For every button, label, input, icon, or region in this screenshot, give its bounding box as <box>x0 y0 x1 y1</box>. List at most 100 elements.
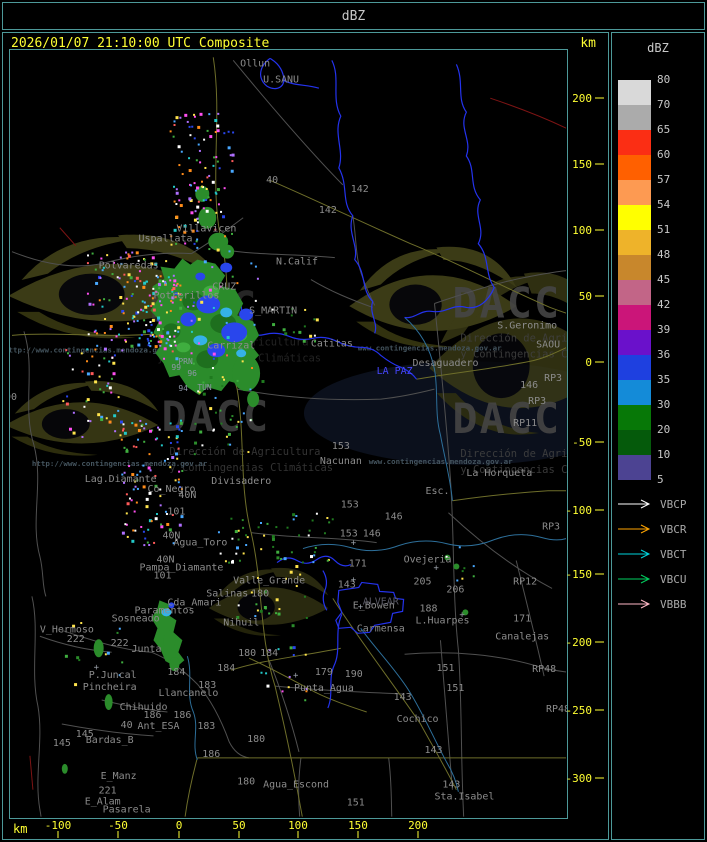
vector-legend: VBCP VBCR VBCT VBCU VBBB <box>616 496 704 656</box>
map-place-label: 184 <box>217 663 235 674</box>
map-place-label: 180 <box>247 734 265 745</box>
dbz-scale-label: 5 <box>657 473 664 486</box>
dbz-scale-label: 10 <box>657 448 671 461</box>
station-plus-mark: + <box>459 610 464 620</box>
map-place-label: 143 <box>442 780 460 791</box>
svg-text:Dirección de Agricultura: Dirección de Agricultura <box>169 446 320 458</box>
svg-text:-250: -250 <box>566 704 593 717</box>
map-place-label: 171 <box>349 559 367 570</box>
vector-legend-label: VBBB <box>660 597 687 611</box>
dbz-scale-block <box>618 380 651 405</box>
map-place-label: TUN <box>197 383 212 392</box>
svg-text:y Contingencias Climáticas: y Contingencias Climáticas <box>460 464 568 476</box>
map-place-label: 40N <box>178 490 196 501</box>
dbz-color-scale <box>618 80 651 480</box>
svg-text:-150: -150 <box>566 568 593 581</box>
svg-text:150: 150 <box>572 158 592 171</box>
vector-legend-label: VBCT <box>660 547 687 561</box>
dbz-scale-label: 65 <box>657 123 671 136</box>
map-place-label: Desaguadero <box>413 358 479 369</box>
dbz-scale-block <box>618 305 651 330</box>
station-plus-mark: + <box>94 663 99 673</box>
dbz-scale-label: 80 <box>657 73 671 86</box>
map-place-label: 180 <box>238 648 256 659</box>
map-place-label: 206 <box>446 584 464 595</box>
map-place-label: ALVEAR <box>363 596 399 607</box>
map-place-label: Divisadero <box>211 476 271 487</box>
map-place-label: 151 <box>446 683 464 694</box>
map-place-label: 221 <box>99 786 117 797</box>
dbz-scale-block <box>618 155 651 180</box>
dbz-scale-block <box>618 130 651 155</box>
map-place-label: SAOU <box>536 339 560 350</box>
radar-echo-pixel-cluster <box>236 565 308 628</box>
map-place-label: E_Bowen <box>353 600 395 611</box>
map-place-label: P.Juncal <box>89 670 137 681</box>
dacc-url-watermark: www.contingencias.mendoza.gov.ar <box>358 343 502 352</box>
dbz-scale-block <box>618 405 651 430</box>
radar-echo-pixel-cluster <box>445 546 475 582</box>
svg-text:Dirección de Agricultura: Dirección de Agricultura <box>460 332 568 344</box>
map-place-label: 143 <box>338 579 356 590</box>
map-place-label: 188 <box>420 603 438 614</box>
radar-echo-pixel-cluster <box>62 347 124 438</box>
dbz-scale-labels: 80 70 65 60 57 54 51 48 45 42 39 36 35 30 20 10 5 <box>657 73 701 500</box>
radar-echo-pixel-cluster <box>217 512 334 564</box>
map-place-label: 153 <box>340 529 358 540</box>
map-place-label: Esc. <box>426 486 450 497</box>
map-place-label: Ollun <box>240 58 270 69</box>
dacc-text-watermark: DACC Dirección de Agricultura y Contingenc… <box>452 394 568 476</box>
svg-text:150: 150 <box>348 819 368 832</box>
map-place-label: Agua_Toro <box>173 538 227 549</box>
svg-text:50: 50 <box>579 290 592 303</box>
map-place-label: RP3 <box>528 396 546 407</box>
dbz-scale-block <box>618 330 651 355</box>
map-place-label: LA PAZ <box>377 366 413 377</box>
map-place-label: 184 <box>260 648 278 659</box>
svg-text:50: 50 <box>232 819 245 832</box>
dbz-scale-label: 57 <box>657 173 671 186</box>
dbz-scale-block <box>618 105 651 130</box>
map-place-label: Canalejas <box>495 631 549 642</box>
map-place-label: 40N <box>156 555 174 566</box>
dbz-scale-block <box>618 455 651 480</box>
map-place-label: 145 <box>76 729 94 740</box>
map-place-label: S.Geronimo <box>497 320 557 331</box>
map-place-label: 186 <box>173 710 191 721</box>
map-place-label: 183 <box>197 721 215 732</box>
map-place-label: Nihuil <box>223 617 259 628</box>
map-place-label: 146 <box>363 529 381 540</box>
map-place-label: Nacunan <box>320 456 362 467</box>
map-place-label: Uspallata <box>139 234 193 245</box>
dbz-scale-block <box>618 80 651 105</box>
map-place-label: 151 <box>436 663 454 674</box>
map-place-label: Carrizal <box>207 340 255 351</box>
map-place-label: RP3 <box>542 522 560 533</box>
radar-echo-pixel-cluster <box>169 112 235 253</box>
map-place-label: E_Manz <box>101 771 137 782</box>
dbz-scale-label: 36 <box>657 348 671 361</box>
map-place-label: 180 <box>251 588 269 599</box>
map-place-label: 186 <box>144 710 162 721</box>
map-place-label: 146 <box>385 512 403 523</box>
map-place-label: 184 <box>167 667 185 678</box>
svg-text:100: 100 <box>288 819 308 832</box>
map-place-label: La Horqueta <box>466 468 532 479</box>
svg-text:100: 100 <box>572 224 592 237</box>
dbz-scale-label: 45 <box>657 273 671 286</box>
window-title: dBZ <box>341 8 366 24</box>
vector-legend-label: VBCU <box>660 572 687 586</box>
map-place-label: U.SANU <box>263 74 299 85</box>
map-place-label: Agua_Escond <box>263 780 329 791</box>
svg-text:y Contingencias Climáticas: y Contingencias Climáticas <box>169 462 333 474</box>
map-place-label: 180 <box>237 777 255 788</box>
legend-title: dBZ <box>647 41 669 55</box>
map-place-label: Chihuido <box>120 702 168 713</box>
dbz-scale-label: 51 <box>657 223 671 236</box>
dbz-scale-block <box>618 280 651 305</box>
vector-legend-row: VBCR <box>616 522 687 536</box>
map-place-label: 90 <box>9 392 17 403</box>
map-place-label: 143 <box>425 745 443 756</box>
